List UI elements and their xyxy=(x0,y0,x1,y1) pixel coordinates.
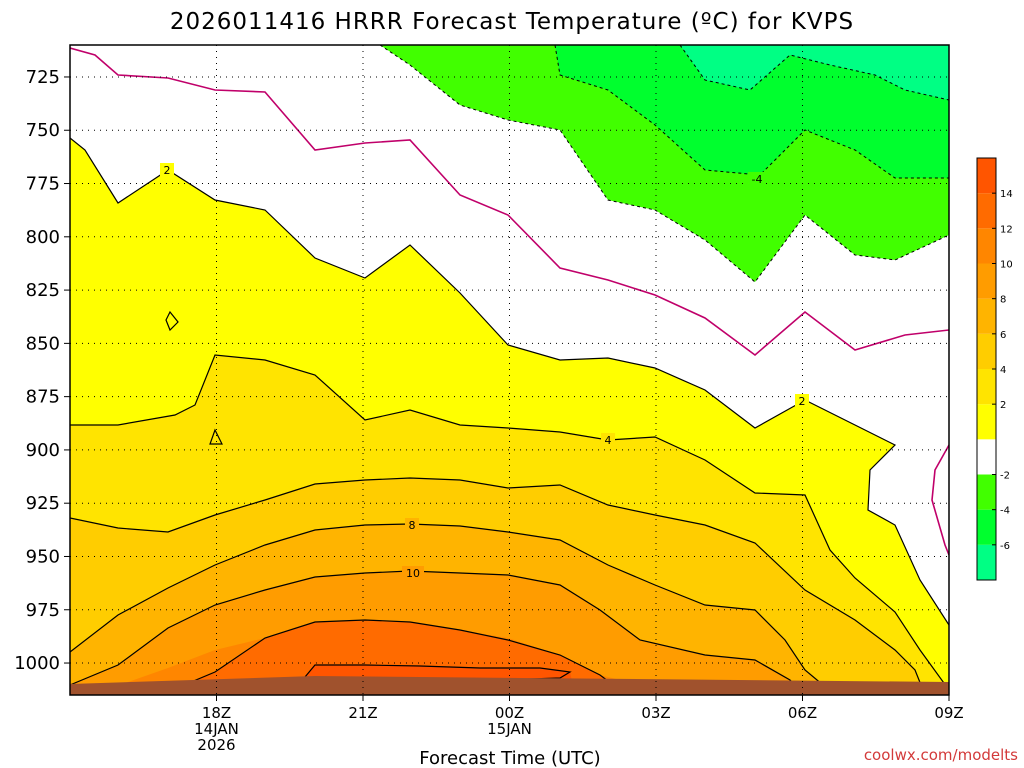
x-tick-label: 06Z xyxy=(788,704,817,722)
y-tick-label: 900 xyxy=(26,440,60,461)
contour-label-8: 8 xyxy=(409,519,416,532)
contour-neg6 xyxy=(679,45,949,101)
x-tick-label: 14JAN xyxy=(194,720,239,738)
colorbar-swatch xyxy=(977,263,996,299)
contour-small-ring-2 xyxy=(209,428,223,445)
credit-text: coolwx.com/modelts xyxy=(864,746,1018,764)
colorbar-swatch xyxy=(977,228,996,264)
contour-10 xyxy=(70,570,806,695)
colorbar-tick-label: 14 xyxy=(1000,189,1013,200)
colorbar-swatch xyxy=(977,298,996,334)
contour-6 xyxy=(70,477,926,695)
colorbar-swatch xyxy=(977,544,996,580)
contour-12 xyxy=(159,619,621,695)
y-tick-label: 875 xyxy=(26,387,60,408)
freezing-line xyxy=(70,47,949,556)
contour-2 xyxy=(70,137,949,626)
x-tick-label: 2026 xyxy=(197,736,235,754)
contour-neg4 xyxy=(554,45,949,179)
colorbar-tick-label: -6 xyxy=(1000,541,1010,552)
colorbar-tick-label: 4 xyxy=(1000,365,1006,376)
contour-neg2 xyxy=(379,45,949,283)
contour-negative xyxy=(379,45,949,283)
chart-title: 2026011416 HRRR Forecast Temperature (ºC… xyxy=(170,9,854,35)
y-tick-label: 800 xyxy=(26,227,60,248)
x-tick-label: 00Z xyxy=(495,704,524,722)
y-tick-label: 725 xyxy=(26,67,60,88)
colorbar-swatch xyxy=(977,158,996,194)
colorbar-swatch xyxy=(977,369,996,405)
colorbar-tick-label: -4 xyxy=(1000,506,1010,517)
contour-14 xyxy=(289,664,572,695)
band-neg4-neg6 xyxy=(555,45,949,178)
contour-label-10: 10 xyxy=(406,567,420,580)
contour-labels: 2 2 4 8 10 -4 xyxy=(160,163,809,580)
contour-label-2b: 2 xyxy=(799,395,806,408)
contour-label-2a: 2 xyxy=(164,164,171,177)
colorbar-tick-label: 2 xyxy=(1000,400,1006,411)
y-tick-label: 825 xyxy=(26,280,60,301)
y-tick-label: 925 xyxy=(26,493,60,514)
grid xyxy=(70,45,949,695)
y-tick-label: 750 xyxy=(26,120,60,141)
contour-lines xyxy=(70,137,949,695)
contour-label-neg4: -4 xyxy=(752,173,763,186)
colorbar-swatch xyxy=(977,474,996,510)
y-tick-label: 1000 xyxy=(14,653,60,674)
colorbar-tick-label: 10 xyxy=(1000,260,1013,271)
colorbar-swatch xyxy=(977,404,996,440)
colorbar-swatch xyxy=(977,509,996,545)
x-tick-label: 15JAN xyxy=(487,720,532,738)
colorbar-tick-label: 8 xyxy=(1000,295,1006,306)
ground xyxy=(70,676,949,695)
x-tick-label: 21Z xyxy=(348,704,377,722)
x-tick-label: 03Z xyxy=(641,704,670,722)
colorbar-tick-label: 6 xyxy=(1000,330,1006,341)
x-tick-label: 18Z xyxy=(202,704,231,722)
colorbar-swatch xyxy=(977,193,996,229)
y-tick-label: 775 xyxy=(26,174,60,195)
freezing-line-lower xyxy=(931,444,949,556)
colorbar-tick-label: 12 xyxy=(1000,224,1013,235)
x-axis-label: Forecast Time (UTC) xyxy=(419,748,600,768)
contour-label-4: 4 xyxy=(605,434,612,447)
freezing-line-upper xyxy=(70,47,949,357)
contour-8 xyxy=(70,523,836,695)
x-tick-label: 09Z xyxy=(934,704,963,722)
colorbar-tick-label: -2 xyxy=(1000,471,1010,482)
contour-4 xyxy=(70,354,949,691)
colorbar: -6 -4 -2 2 4 6 8 10 12 14 xyxy=(976,157,1013,581)
y-tick-label: 850 xyxy=(26,333,60,354)
contour-small-ring-1 xyxy=(165,310,179,332)
colorbar-swatch xyxy=(977,333,996,369)
colorbar-swatch xyxy=(977,439,996,475)
band-neg6-neg8 xyxy=(680,45,949,100)
y-tick-label: 950 xyxy=(26,546,60,567)
y-tick-label: 975 xyxy=(26,600,60,621)
y-axis: 725 750 775 800 825 850 875 900 925 950 975 1000 xyxy=(14,67,70,674)
